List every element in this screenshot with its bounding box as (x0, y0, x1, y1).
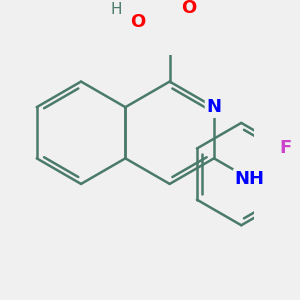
Text: F: F (280, 140, 292, 158)
Text: H: H (132, 14, 143, 29)
Text: O: O (130, 13, 145, 31)
Text: NH: NH (235, 170, 265, 188)
Text: H: H (110, 2, 122, 17)
Text: N: N (206, 98, 221, 116)
Text: O: O (181, 0, 196, 17)
